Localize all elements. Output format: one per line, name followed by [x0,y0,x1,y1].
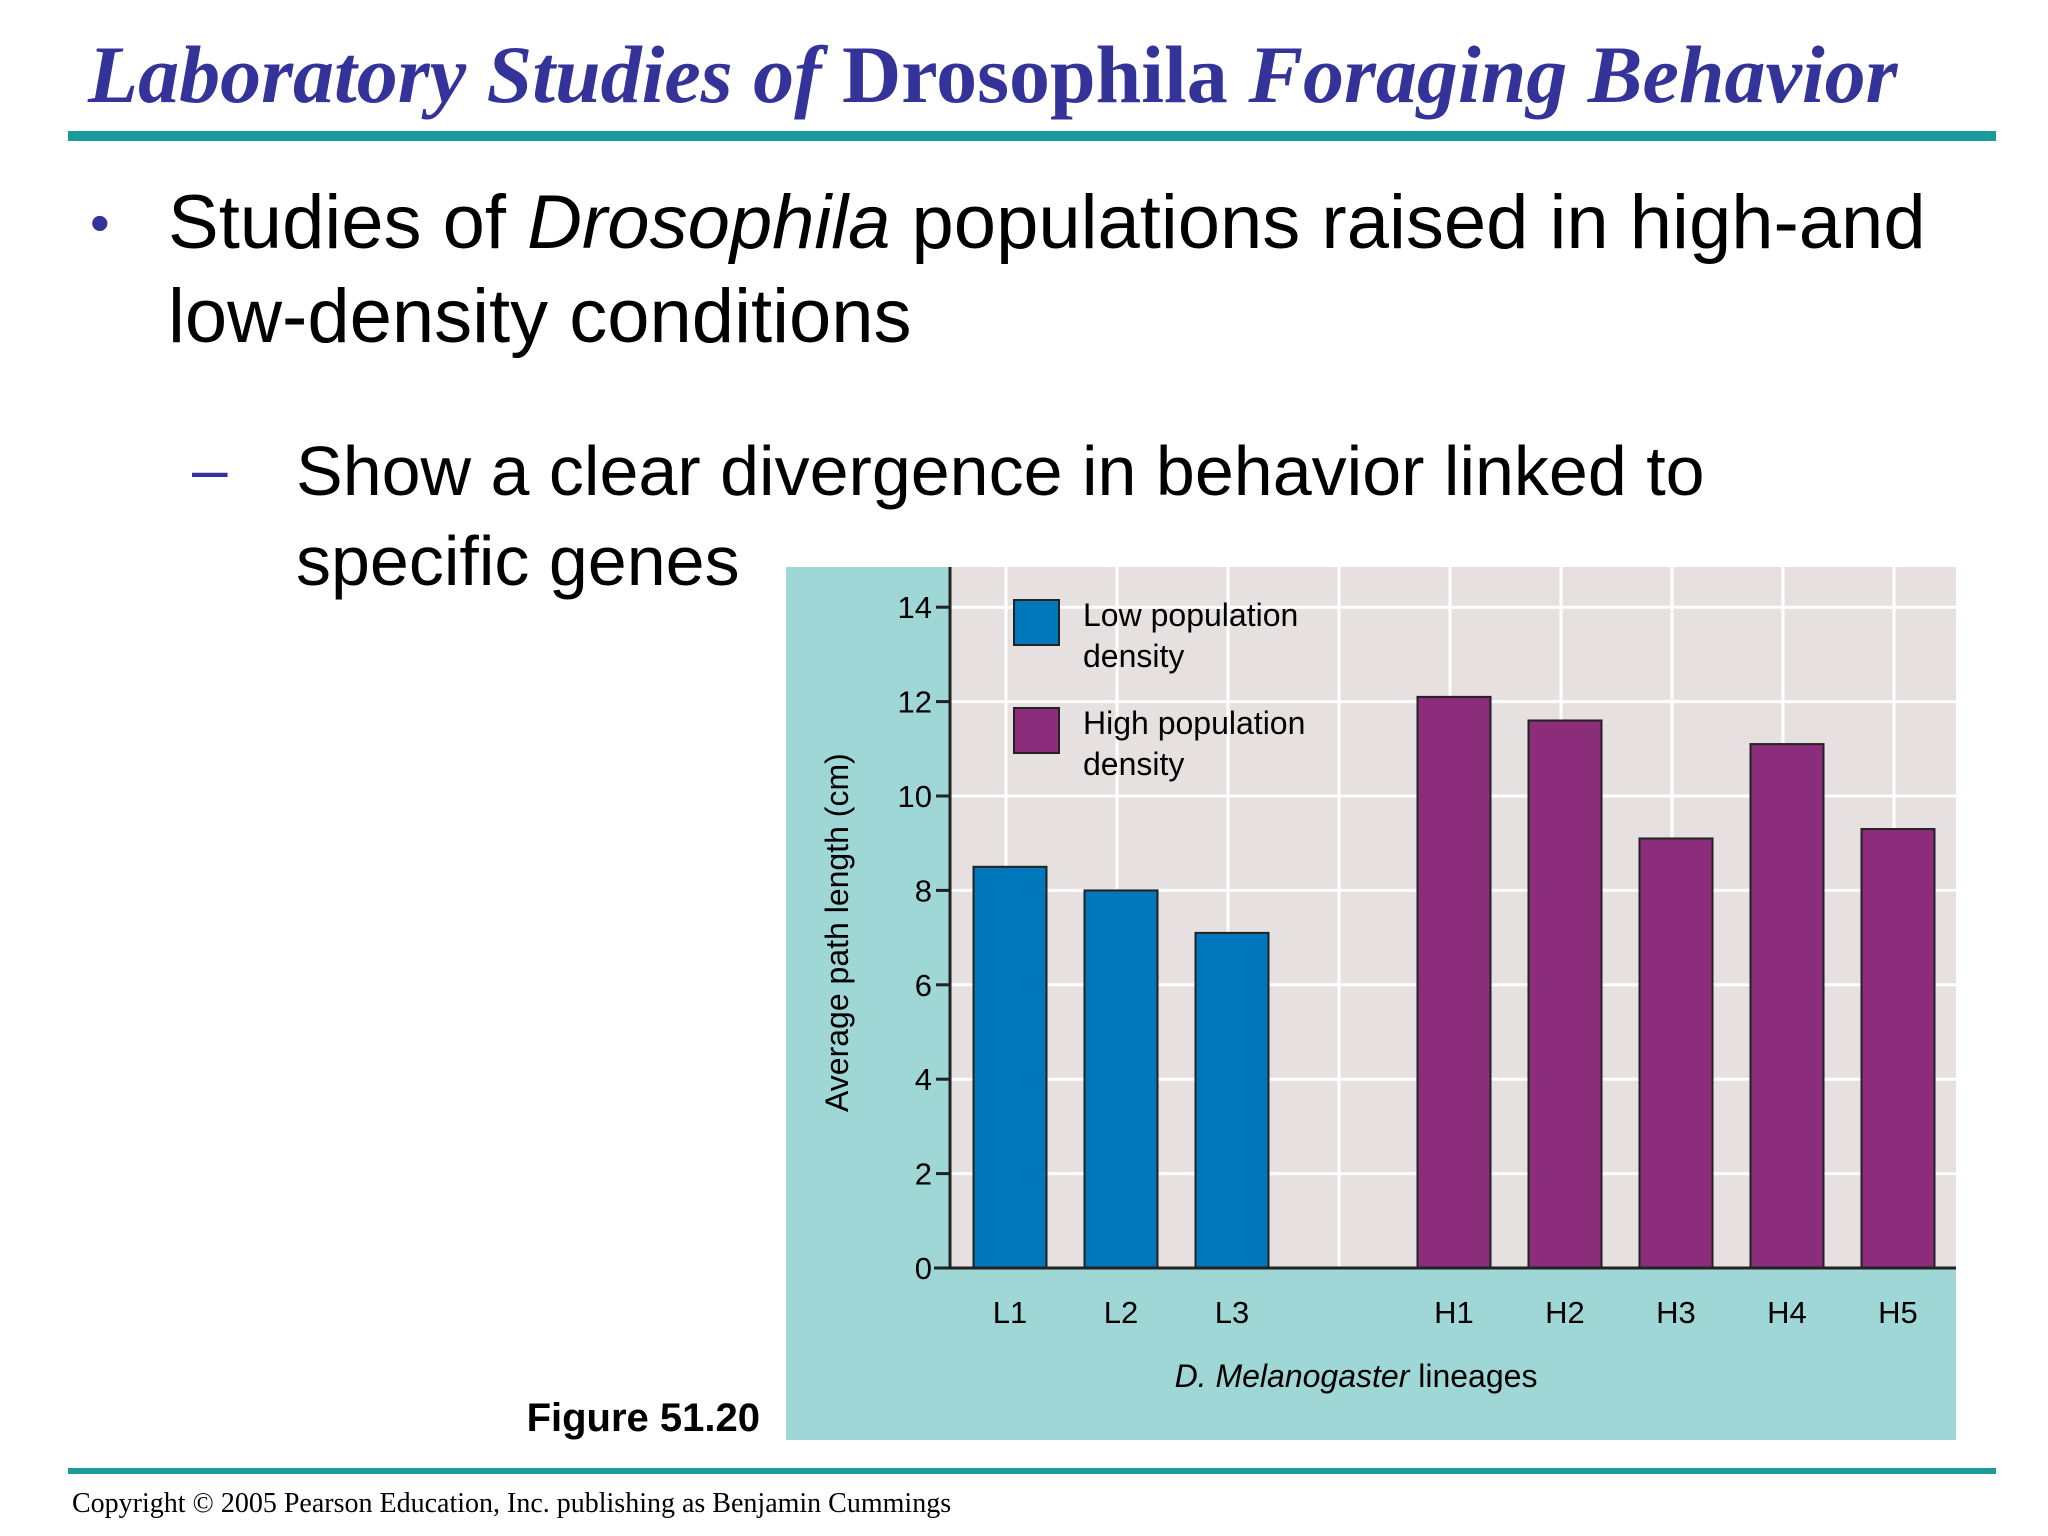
y-tick-label: 6 [915,968,932,1003]
sub-bullet-marker: – [192,433,228,505]
category-label-l1: L1 [993,1295,1027,1330]
category-label-l2: L2 [1104,1295,1138,1330]
legend-item-high-label-line1: High population [1083,705,1305,741]
title-part-3: Foraging Behavior [1248,29,1898,120]
title-part-2: Drosophila [841,29,1228,120]
y-tick-label: 12 [898,685,932,720]
x-axis-title-rest: lineages [1409,1358,1537,1394]
footer-divider [68,1468,1996,1474]
legend-item-low-label-line1: Low population [1083,597,1298,633]
y-tick-label: 4 [915,1062,932,1097]
category-label-h2: H2 [1545,1295,1585,1330]
y-tick-label: 0 [915,1251,932,1286]
slide-title: Laboratory Studies of Drosophila Foragin… [88,28,1898,122]
bar-l2 [1083,889,1159,1269]
bar-h2 [1527,719,1603,1270]
x-axis-title: D. Melanogaster lineages [1175,1358,1538,1394]
bar-h1 [1416,695,1492,1269]
category-label-h1: H1 [1434,1295,1474,1330]
bar-h5 [1860,828,1936,1269]
figure-label: Figure 51.20 [526,1396,760,1440]
title-divider [68,131,1996,141]
y-tick-label: 8 [915,873,932,908]
y-tick-label: 2 [915,1157,932,1192]
bullet-text-italic: Drosophila [527,180,891,265]
title-part-1: Laboratory Studies of [88,29,822,120]
category-label-l3: L3 [1215,1295,1249,1330]
legend-item-high-swatch [1013,707,1060,754]
category-label-h4: H4 [1767,1295,1807,1330]
bar-chart-svg: L1 L2 L3 H1 H2 H3 H4 H5 0 2 4 6 8 10 12 14 Average path … [786,567,1956,1440]
bar-l3 [1194,931,1270,1269]
bullet-marker: • [90,191,110,254]
bullet-text: Studies of Drosophila populations raised… [168,176,1968,364]
bar-h3 [1638,837,1714,1269]
y-tick-label: 10 [898,779,932,814]
bullet-text-post: populations raised in high-and low-densi… [168,180,1926,359]
bullet-text-pre: Studies of [168,180,528,265]
legend-item-low-swatch [1013,599,1060,646]
bar-l1 [972,865,1048,1269]
y-tick-label: 14 [898,590,932,625]
copyright-text: Copyright © 2005 Pearson Education, Inc.… [72,1488,952,1519]
sub-bullet-text: Show a clear divergence in behavior link… [296,432,1705,600]
legend-item-low-label-line2: density [1083,638,1184,674]
y-axis-title: Average path length (cm) [819,753,855,1112]
category-label-h5: H5 [1878,1295,1918,1330]
bar-chart: L1 L2 L3 H1 H2 H3 H4 H5 0 2 4 6 8 10 12 14 Average path … [786,567,1956,1440]
legend-item-high-label-line2: density [1083,746,1184,782]
bar-h4 [1749,743,1825,1269]
x-axis-title-italic: D. Melanogaster [1175,1358,1411,1394]
category-label-h3: H3 [1656,1295,1696,1330]
